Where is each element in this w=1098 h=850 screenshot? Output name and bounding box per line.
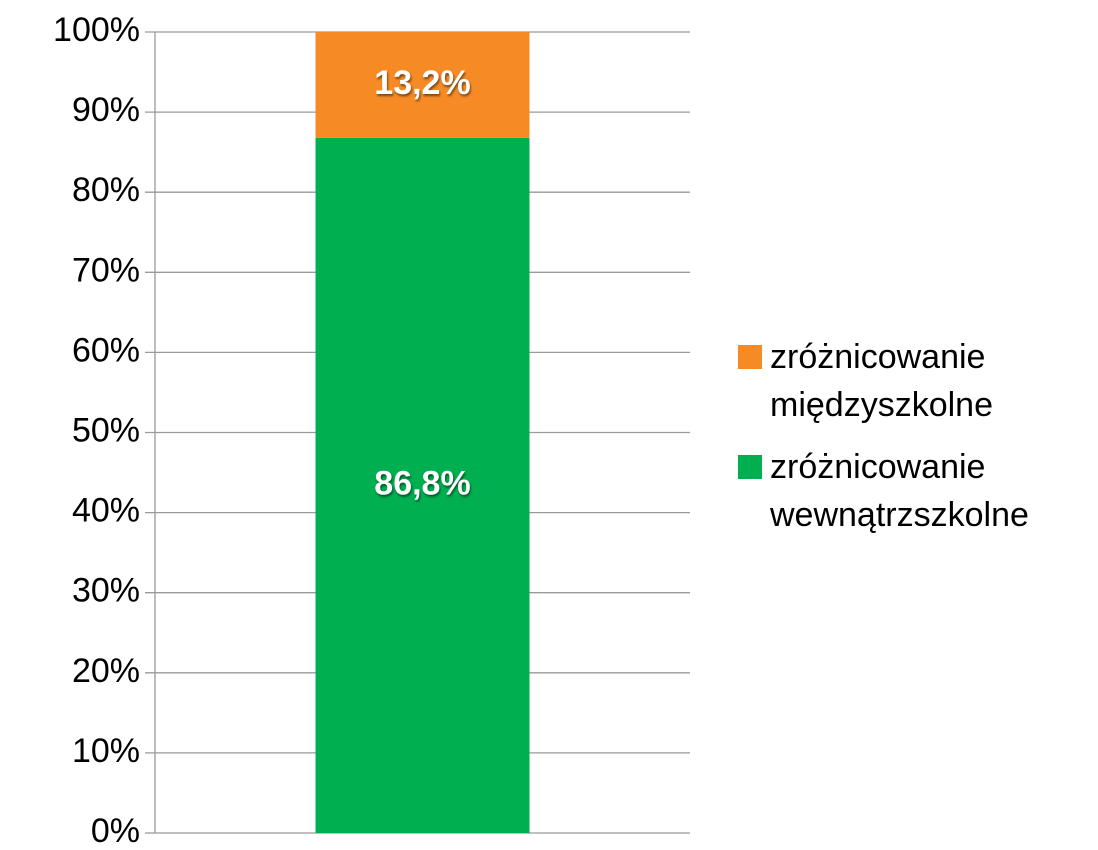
value-label: 86,8% xyxy=(374,464,470,502)
y-tick-label: 40% xyxy=(72,492,140,530)
legend-swatch xyxy=(738,345,762,369)
legend-label: zróżnicowanie wewnątrzszkolne xyxy=(770,448,1029,534)
bar-segment xyxy=(315,32,530,138)
legend-label-box: zróżnicowanie międzyszkolne xyxy=(770,338,993,424)
legend-label: zróżnicowanie międzyszkolne xyxy=(770,338,993,424)
y-tick-label: 100% xyxy=(53,11,140,49)
y-tick-label: 90% xyxy=(72,91,140,129)
y-tick-label: 50% xyxy=(72,411,140,449)
y-tick-label: 80% xyxy=(72,171,140,209)
y-tick-label: 60% xyxy=(72,331,140,369)
y-tick-label: 0% xyxy=(91,812,140,850)
legend-label-box: zróżnicowanie wewnątrzszkolne xyxy=(770,448,1029,534)
y-tick-label: 30% xyxy=(72,572,140,610)
y-tick-label: 70% xyxy=(72,251,140,289)
legend-swatch xyxy=(738,455,762,479)
y-tick-label: 20% xyxy=(72,652,140,690)
value-label: 13,2% xyxy=(374,64,470,102)
bar-segment xyxy=(315,137,530,833)
y-tick-label: 10% xyxy=(72,732,140,770)
